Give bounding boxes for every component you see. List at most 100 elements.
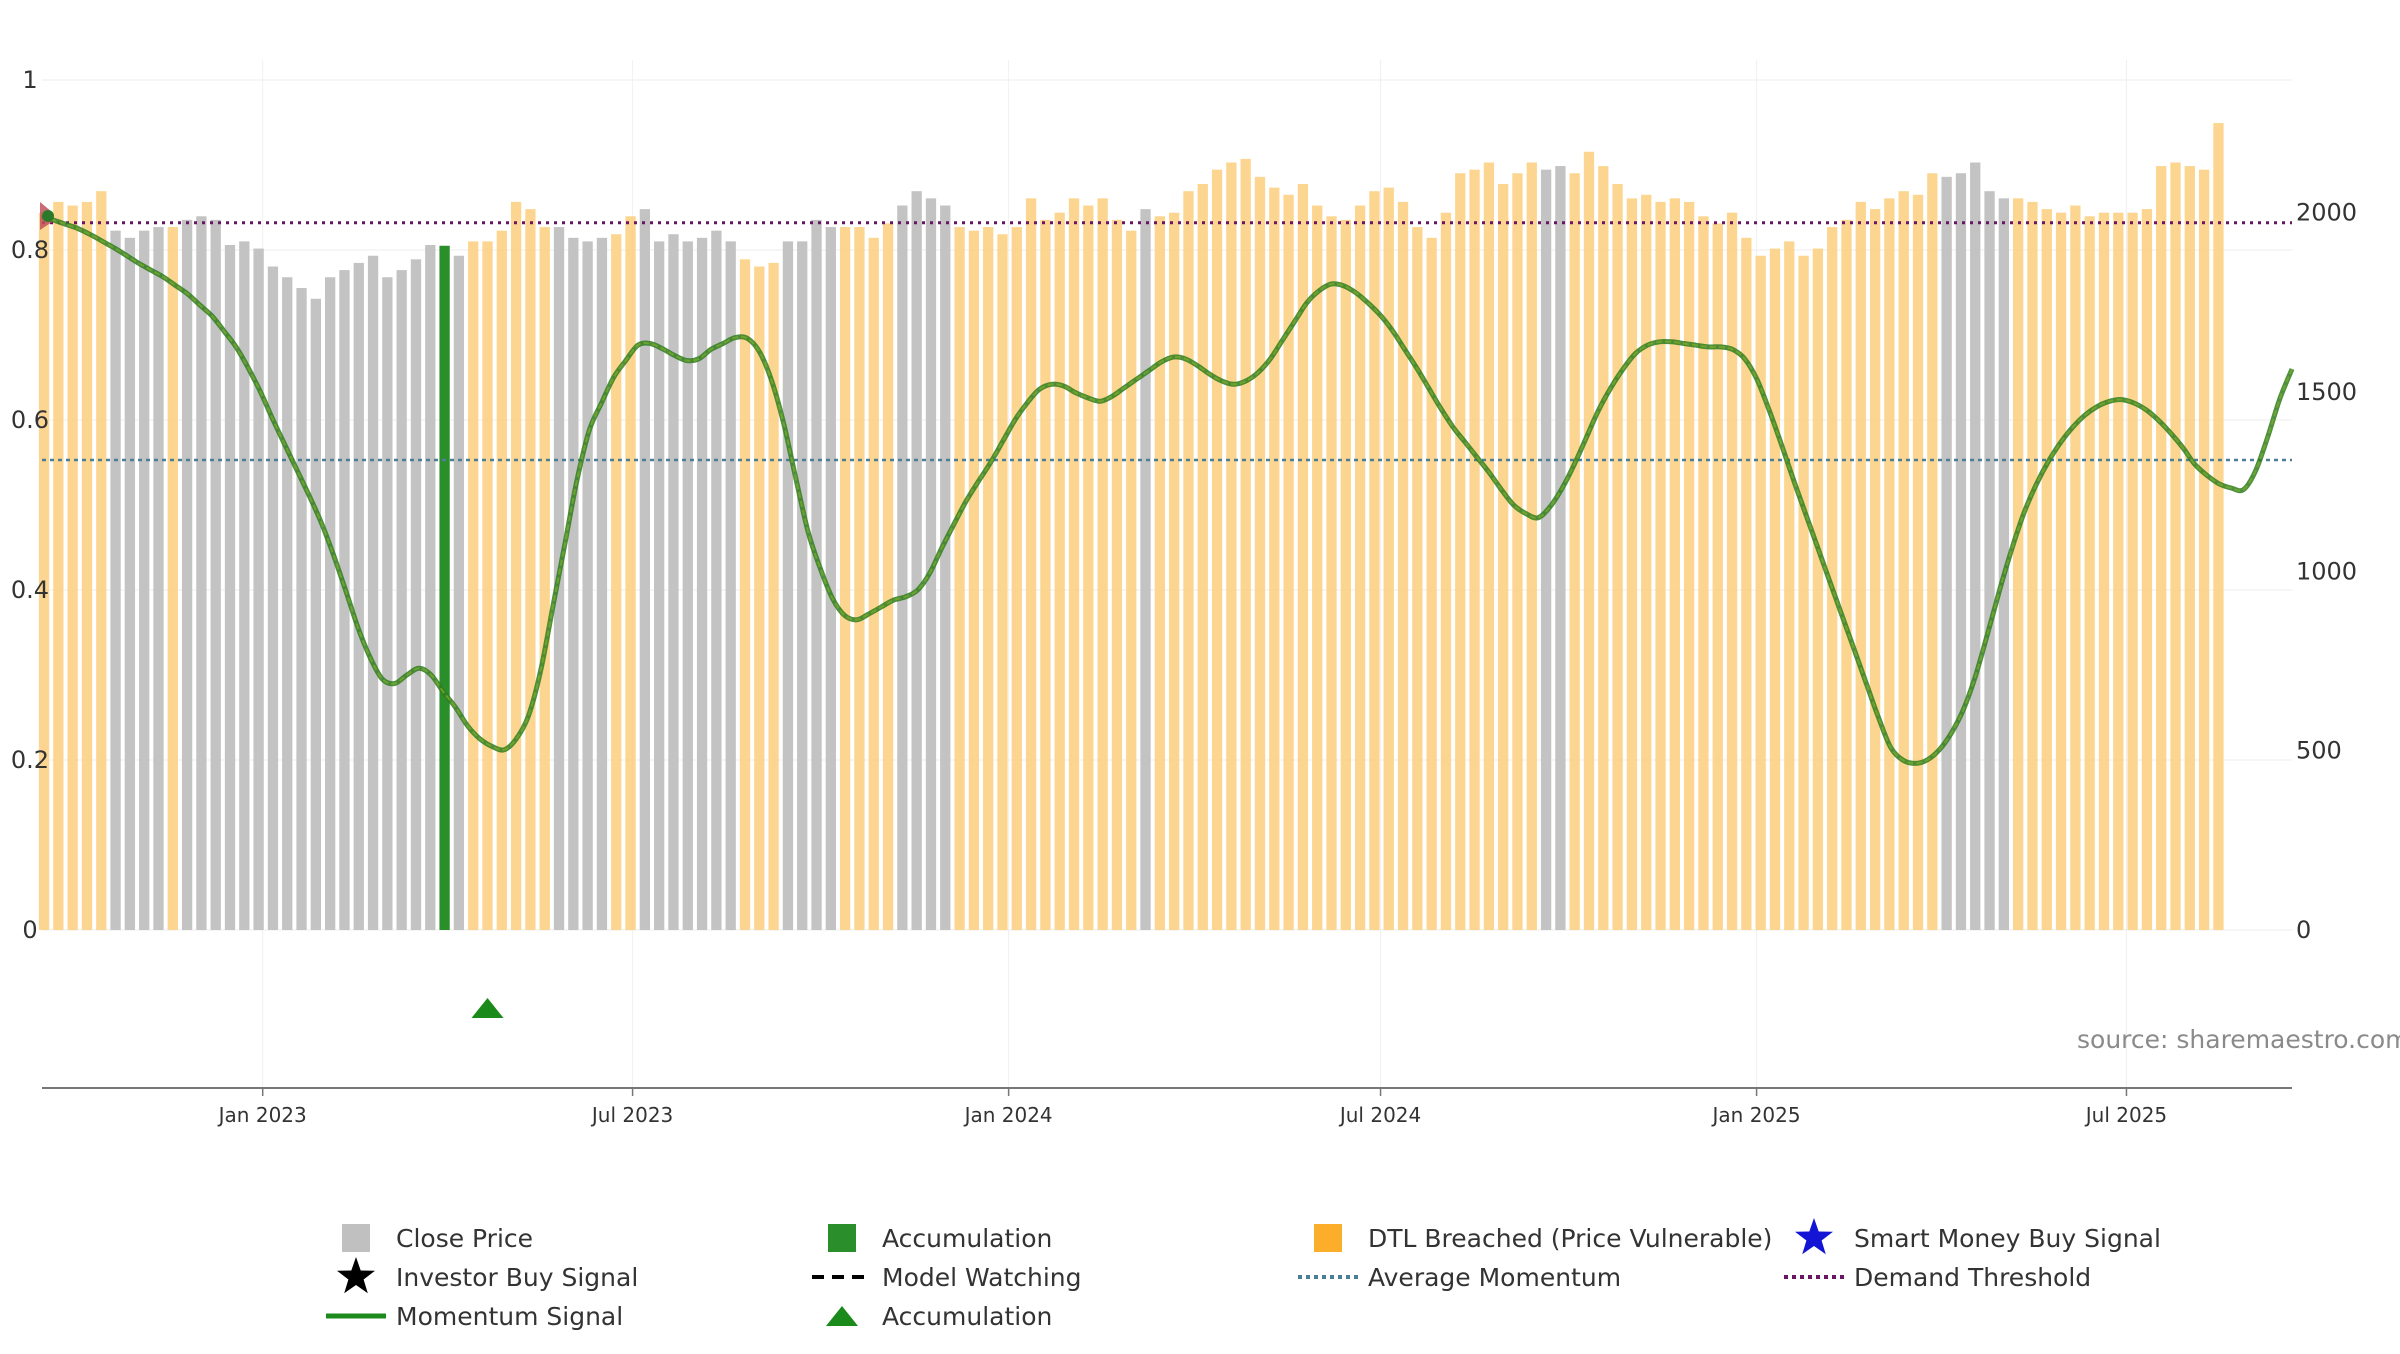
dtl-breached-bar xyxy=(1340,219,1351,930)
legend-item-accumulation: Accumulation xyxy=(828,1224,1052,1253)
dtl-breached-bar xyxy=(1912,194,1924,930)
close-price-bar xyxy=(310,298,321,930)
dtl-breached-bar xyxy=(1812,248,1824,930)
gray-square-icon xyxy=(342,1224,370,1252)
dtl-breached-bar xyxy=(1855,201,1866,931)
dtl-breached-bar xyxy=(1712,223,1723,931)
dtl-breached-bar xyxy=(1369,191,1380,931)
close-price-bar xyxy=(324,277,336,930)
legend-label: DTL Breached (Price Vulnerable) xyxy=(1368,1224,1772,1253)
momentum-start-dot xyxy=(42,210,54,222)
close-price-bar xyxy=(339,270,350,931)
momentum-line xyxy=(41,213,2295,766)
dtl-breached-bar xyxy=(2113,212,2124,930)
axes-layer: 0 0.2 0.4 0.6 0.8 1 0 500 1000 1500 2000 Jan 2023 Ju… xyxy=(11,66,2357,1127)
legend-label: Momentum Signal xyxy=(396,1302,623,1331)
dtl-breached-bar xyxy=(1784,241,1795,931)
close-price-bar xyxy=(1941,176,1952,930)
dtl-breached-bar xyxy=(1698,216,1709,930)
close-price-bar xyxy=(153,227,164,931)
left-axis-tick-label: 1 xyxy=(22,66,37,94)
dtl-breached-bar xyxy=(1269,187,1280,930)
close-price-bar xyxy=(582,241,593,931)
close-price-bar xyxy=(181,219,193,930)
dtl-breached-bar xyxy=(2013,198,2024,930)
legend-label: Investor Buy Signal xyxy=(396,1263,638,1292)
dtl-breached-bar xyxy=(1598,166,1609,931)
close-price-bar xyxy=(1955,173,1967,930)
close-price-bar xyxy=(1984,191,1995,931)
dtl-breached-bar xyxy=(882,223,894,931)
dtl-breached-bar xyxy=(2084,216,2095,930)
close-price-bar xyxy=(797,241,808,931)
legend-item-accumulation_marker: Accumulation xyxy=(826,1302,1052,1331)
close-price-bar xyxy=(196,216,207,930)
close-price-bar xyxy=(1555,166,1566,931)
close-price-bar xyxy=(639,209,651,931)
dtl-breached-bar xyxy=(1111,219,1123,930)
legend-item-smart_money: Smart Money Buy Signal xyxy=(1795,1218,2161,1255)
close-price-bar xyxy=(282,277,293,930)
dtl-breached-bar xyxy=(768,262,779,931)
dtl-breached-bar xyxy=(1412,227,1423,931)
dtl-breached-bar xyxy=(2070,205,2081,931)
dtl-breached-bar xyxy=(1254,176,1266,930)
dtl-breached-bar xyxy=(81,201,93,931)
dtl-breached-bar xyxy=(1683,201,1695,931)
dtl-breached-bar xyxy=(510,201,522,931)
legend-label: Accumulation xyxy=(882,1224,1052,1253)
dtl-breached-bar xyxy=(2156,166,2167,931)
dtl-breached-bar xyxy=(1583,151,1595,930)
close-price-bar xyxy=(696,237,708,930)
dtl-breached-bar xyxy=(1326,216,1337,930)
right-axis-tick-label: 1000 xyxy=(2296,557,2357,585)
dtl-breached-bar xyxy=(1769,248,1781,930)
close-price-bar xyxy=(1540,169,1552,930)
dtl-breached-bar xyxy=(1469,169,1480,930)
close-price-bar xyxy=(296,288,307,931)
dtl-breached-bar xyxy=(954,227,965,931)
dtl-breached-bar xyxy=(1040,219,1051,930)
right-axis-tick-label: 2000 xyxy=(2296,199,2357,227)
close-price-bar xyxy=(825,227,836,931)
dtl-breached-bar xyxy=(1197,184,1208,931)
legend: Close Price Accumulation DTL Breached (Pri… xyxy=(326,1218,2161,1331)
dtl-breached-bar xyxy=(496,230,507,930)
x-axis-tick-label: Jan 2023 xyxy=(217,1103,307,1127)
close-price-bar xyxy=(453,255,465,930)
left-axis-tick-label: 0.4 xyxy=(11,576,49,604)
x-axis-tick-label: Jul 2024 xyxy=(1338,1103,1421,1127)
dtl-breached-bar xyxy=(754,266,765,930)
dtl-breached-bar xyxy=(1169,212,1180,930)
dtl-breached-bar xyxy=(2170,162,2181,931)
legend-item-demand_threshold: Demand Threshold xyxy=(1784,1263,2091,1292)
close-price-bar xyxy=(940,205,951,931)
close-price-bar xyxy=(396,270,407,931)
dtl-breached-bar xyxy=(1827,227,1838,931)
close-price-bar xyxy=(711,230,722,930)
close-price-bar xyxy=(410,259,422,930)
dtl-breached-bar xyxy=(1612,184,1623,931)
dtl-breached-bar xyxy=(1126,230,1137,930)
dtl-breached-bar xyxy=(1884,198,1895,930)
legend-item-dtl: DTL Breached (Price Vulnerable) xyxy=(1314,1224,1772,1253)
dtl-breached-bar xyxy=(67,205,78,931)
close-price-bar xyxy=(267,266,279,930)
close-price-bar xyxy=(811,219,822,930)
dtl-breached-bar xyxy=(1798,255,1809,930)
lines-layer xyxy=(41,213,2295,766)
accumulation-bar xyxy=(439,245,450,930)
dtl-breached-bar xyxy=(1726,212,1738,930)
close-price-bar xyxy=(654,241,665,931)
dtl-breached-bar xyxy=(1383,187,1394,930)
left-axis-tick-label: 0.6 xyxy=(11,406,49,434)
close-price-bar xyxy=(568,237,579,930)
dtl-breached-bar xyxy=(2184,166,2195,931)
dtl-breached-bar xyxy=(53,201,64,931)
dtl-breached-bar xyxy=(1841,219,1852,930)
dtl-breached-bar xyxy=(2127,212,2138,930)
dtl-breached-bar xyxy=(2141,209,2153,931)
close-price-bar xyxy=(897,205,908,931)
dtl-breached-bar xyxy=(1426,237,1437,930)
dtl-breached-bar xyxy=(1283,194,1294,930)
